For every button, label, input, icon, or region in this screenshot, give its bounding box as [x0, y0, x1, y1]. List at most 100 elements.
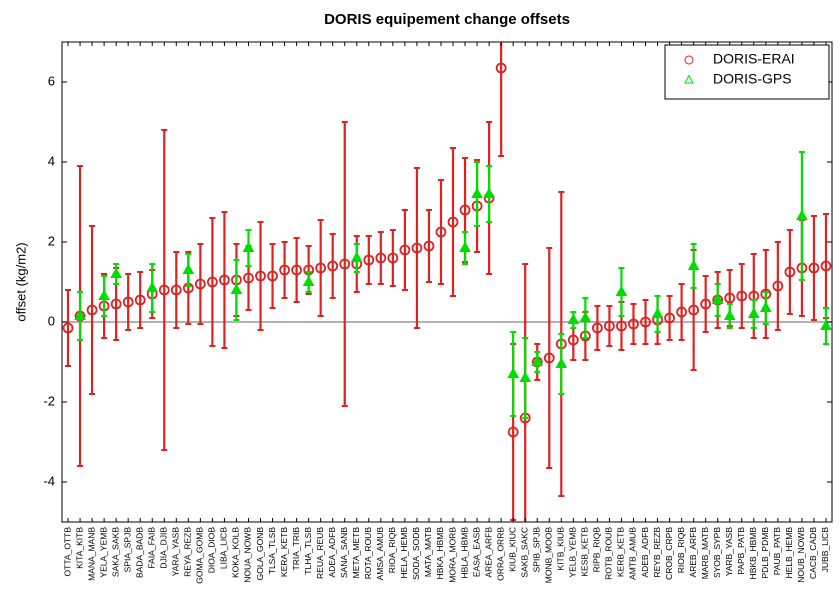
error-bar — [209, 217, 216, 347]
x-tick-label: YARA_YASB — [171, 527, 181, 577]
y-tick-label: 0 — [48, 313, 55, 328]
x-tick-label: AMTB_AMUB — [628, 527, 638, 580]
data-point — [664, 312, 675, 324]
x-tick-label: PAPB_PATB — [736, 527, 746, 575]
data-point — [507, 426, 519, 438]
x-tick-label: DIOA_DIOB — [207, 527, 217, 574]
y-tick-label: 2 — [48, 233, 55, 248]
data-point — [724, 292, 736, 304]
data-point — [591, 322, 603, 334]
x-tick-label: MONB_MOOB — [544, 527, 554, 584]
x-tick-label: ROTB_ROUB — [604, 527, 614, 580]
x-tick-label: RIOA_RIQB — [387, 527, 397, 574]
data-point — [170, 284, 182, 296]
data-point — [651, 307, 664, 318]
error-bar — [738, 263, 745, 329]
error-bar — [401, 209, 408, 291]
x-tick-label: GOMA_GOMB — [195, 527, 205, 584]
data-point — [772, 280, 784, 292]
error-bar — [413, 167, 420, 329]
data-point — [230, 283, 243, 294]
x-tick-label: TRIA_TRIB — [291, 527, 301, 571]
x-tick-label: YARB_YASB — [724, 527, 734, 577]
data-point — [543, 352, 555, 364]
error-bar — [161, 129, 168, 451]
data-point — [279, 264, 290, 276]
data-point — [219, 274, 230, 286]
x-tick-label: NOUB_NOWB — [796, 527, 806, 583]
error-bar — [437, 179, 444, 285]
error-bar — [642, 299, 649, 345]
data-point — [74, 309, 86, 320]
x-tick-label: GOLA_GONB — [255, 527, 265, 581]
error-bar — [594, 305, 601, 351]
error-bar — [450, 147, 457, 297]
data-point — [242, 241, 255, 252]
data-point — [820, 319, 832, 330]
data-point — [747, 307, 760, 318]
error-bar — [786, 229, 793, 315]
data-point — [339, 258, 351, 270]
legend-box — [664, 44, 830, 100]
data-point — [579, 311, 592, 322]
series — [74, 151, 832, 419]
x-tick-label: SYOB_SYPB — [712, 527, 722, 578]
data-point — [350, 251, 363, 262]
x-tick-label: YELA_YEMB — [98, 527, 108, 578]
x-tick-label: MORA_MORB — [447, 527, 457, 583]
x-tick-label: REUA_REUB — [315, 527, 325, 579]
data-point — [387, 252, 399, 264]
data-point — [363, 254, 375, 266]
error-bar — [810, 215, 817, 321]
data-point — [423, 240, 435, 252]
error-bar — [341, 121, 348, 407]
data-point — [182, 263, 195, 274]
error-bar — [281, 241, 288, 299]
error-bar — [65, 289, 72, 367]
x-tick-label: ADEB_ADFB — [640, 527, 650, 578]
data-point — [507, 367, 520, 378]
error-bar — [606, 305, 613, 347]
legend-label: DORIS-GPS — [713, 71, 792, 87]
data-point — [616, 320, 627, 332]
x-tick-label: KERA_KETB — [279, 527, 289, 577]
data-point — [447, 216, 459, 228]
error-bar — [293, 237, 300, 303]
x-tick-label: REYB_REZB — [652, 527, 662, 578]
data-point — [483, 187, 495, 198]
error-bar — [822, 213, 829, 319]
x-tick-label: SAKB_SAKC — [519, 527, 529, 578]
data-point — [375, 252, 387, 264]
x-tick-label: SPIB_SPJB — [531, 527, 541, 573]
x-tick-label: BADA_BADB — [134, 527, 144, 578]
error-bar — [498, 42, 505, 157]
data-point — [291, 264, 303, 276]
error-bar — [173, 251, 180, 329]
data-point — [255, 270, 266, 282]
error-bar — [365, 235, 372, 285]
data-point — [676, 306, 688, 318]
data-point — [98, 289, 110, 300]
data-point — [411, 242, 423, 254]
data-point — [206, 276, 218, 288]
data-point — [688, 304, 700, 316]
error-bar — [317, 219, 324, 317]
x-tick-label: MATA_MATB — [423, 527, 433, 577]
data-point — [302, 275, 315, 286]
x-tick-label: LIBA_LICB — [219, 527, 229, 569]
data-point — [86, 304, 98, 316]
error-bar — [221, 211, 228, 349]
y-tick-label: -4 — [43, 473, 55, 488]
data-point — [62, 322, 74, 334]
data-point — [495, 62, 507, 74]
x-tick-label: KESB_KETB — [580, 527, 590, 577]
y-axis-label: offset (kg/m2) — [13, 242, 28, 321]
legend-label: DORIS-ERAI — [713, 51, 795, 67]
y-tick-label: -2 — [43, 393, 55, 408]
x-tick-label: AREB_ARFB — [688, 527, 698, 578]
data-point — [628, 318, 639, 330]
data-point — [459, 204, 471, 216]
data-point — [640, 316, 651, 328]
x-tick-label: AMSA_AMUB — [375, 527, 385, 581]
